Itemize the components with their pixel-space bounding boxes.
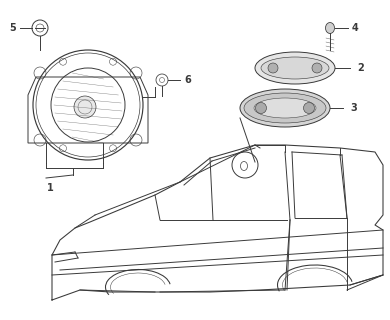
Ellipse shape	[240, 89, 330, 127]
Ellipse shape	[74, 96, 96, 118]
Text: 6: 6	[184, 75, 191, 85]
Circle shape	[255, 102, 266, 114]
Ellipse shape	[261, 57, 329, 79]
Ellipse shape	[244, 93, 326, 123]
Ellipse shape	[326, 22, 335, 34]
Text: 1: 1	[47, 183, 53, 193]
Circle shape	[268, 63, 278, 73]
Ellipse shape	[255, 52, 335, 84]
Ellipse shape	[254, 98, 316, 118]
Circle shape	[312, 63, 322, 73]
Text: 5: 5	[9, 23, 16, 33]
Text: 4: 4	[352, 23, 359, 33]
Circle shape	[303, 102, 314, 114]
Text: 2: 2	[357, 63, 364, 73]
Text: 3: 3	[350, 103, 357, 113]
